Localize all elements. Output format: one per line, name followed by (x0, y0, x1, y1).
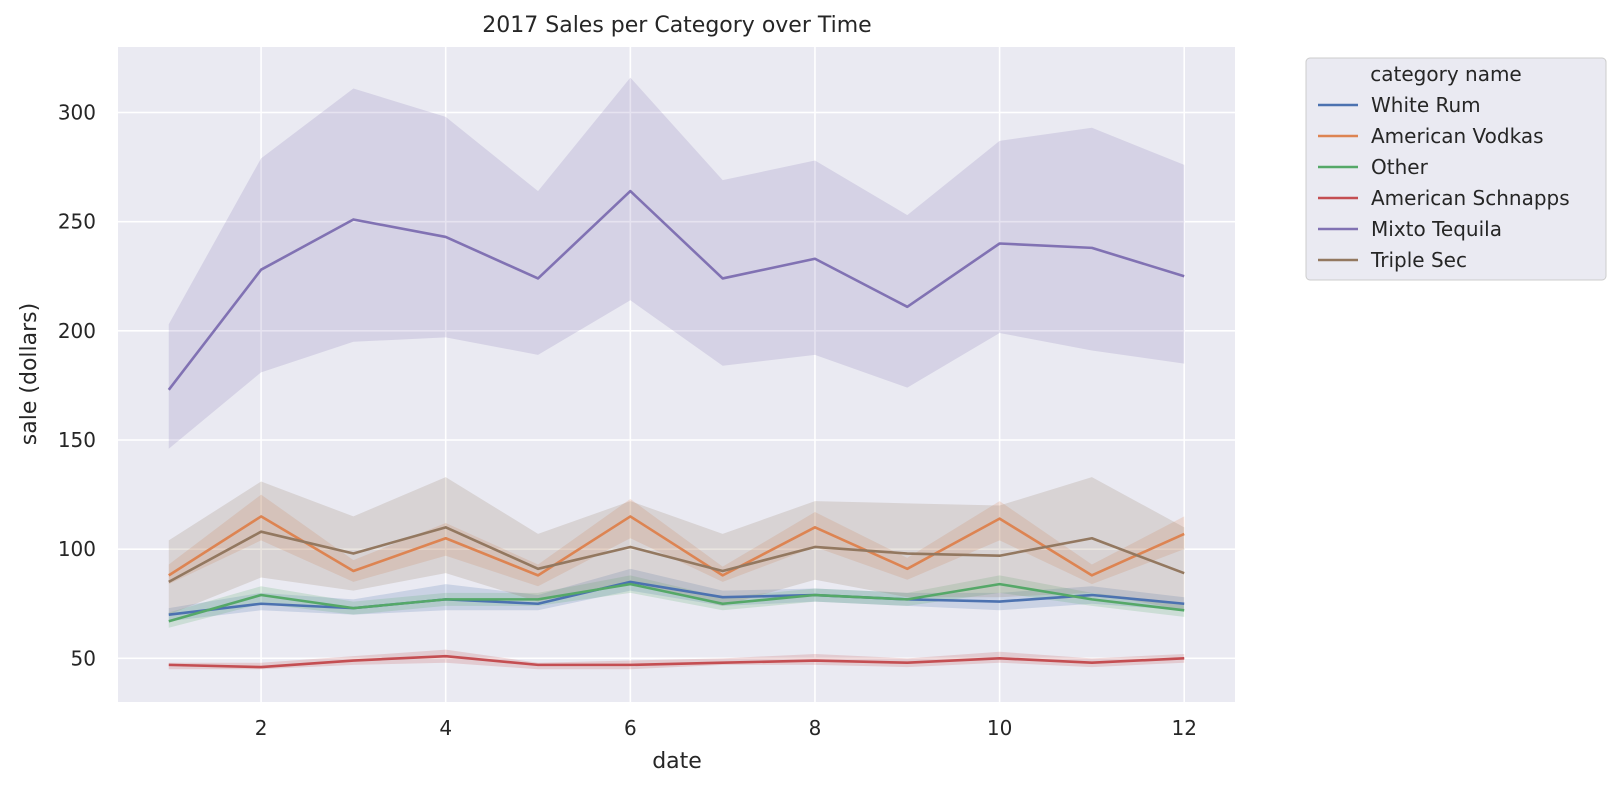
y-axis-ticks: 50 100 150 200 250 300 (58, 101, 96, 671)
y-tick-label: 150 (58, 428, 96, 452)
y-tick-label: 50 (71, 646, 96, 670)
x-axis-ticks: 2 4 6 8 10 12 (255, 716, 1197, 740)
band-mixto-tequila (168, 77, 1185, 449)
y-tick-label: 300 (58, 101, 96, 125)
y-tick-label: 250 (58, 210, 96, 234)
legend: category name White Rum American Vodkas Ot… (1305, 57, 1607, 281)
line-mixto-tequila (167, 189, 1185, 391)
line-triple-sec (168, 526, 1185, 584)
y-tick-label: 100 (58, 537, 96, 561)
legend-items: White Rum American Vodkas Other American Sc… (1318, 93, 1570, 272)
line-other (168, 582, 1185, 623)
legend-label-white-rum: White Rum (1371, 93, 1481, 117)
band-american-schnapps (168, 649, 1185, 670)
legend-title: category name (1370, 62, 1521, 86)
y-tick-label: 200 (58, 319, 96, 343)
legend-label-mixto-tequila: Mixto Tequila (1371, 217, 1502, 241)
x-tick-label: 2 (255, 716, 268, 740)
band-other (168, 575, 1185, 628)
confidence-bands (168, 77, 1185, 670)
legend-label-other: Other (1371, 155, 1429, 179)
legend-label-american-vodkas: American Vodkas (1371, 124, 1544, 148)
line-american-schnapps (168, 654, 1185, 669)
chart-title: 2017 Sales per Category over Time (482, 13, 871, 38)
legend-label-american-schnapps: American Schnapps (1371, 186, 1570, 210)
legend-box (1305, 57, 1607, 281)
x-tick-label: 8 (809, 716, 822, 740)
x-axis-label: date (652, 749, 702, 774)
legend-label-triple-sec: Triple Sec (1370, 248, 1467, 272)
y-axis-label: sale (dollars) (17, 303, 42, 445)
line-white-rum (168, 580, 1185, 616)
line-american-vodkas (168, 515, 1185, 577)
x-tick-label: 6 (624, 716, 637, 740)
x-tick-label: 10 (987, 716, 1012, 740)
band-american-vodkas (168, 494, 1185, 587)
grid-lines (118, 47, 1235, 702)
x-tick-label: 4 (439, 716, 452, 740)
x-tick-label: 12 (1172, 716, 1197, 740)
series-lines (167, 189, 1185, 669)
